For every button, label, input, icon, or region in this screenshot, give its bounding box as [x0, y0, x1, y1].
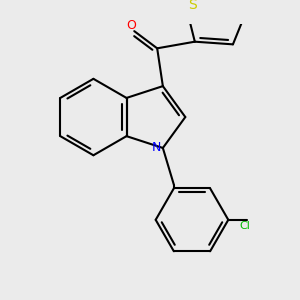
- Text: S: S: [188, 0, 197, 12]
- Text: O: O: [126, 20, 136, 32]
- Text: Cl: Cl: [240, 221, 250, 231]
- Text: N: N: [152, 142, 161, 154]
